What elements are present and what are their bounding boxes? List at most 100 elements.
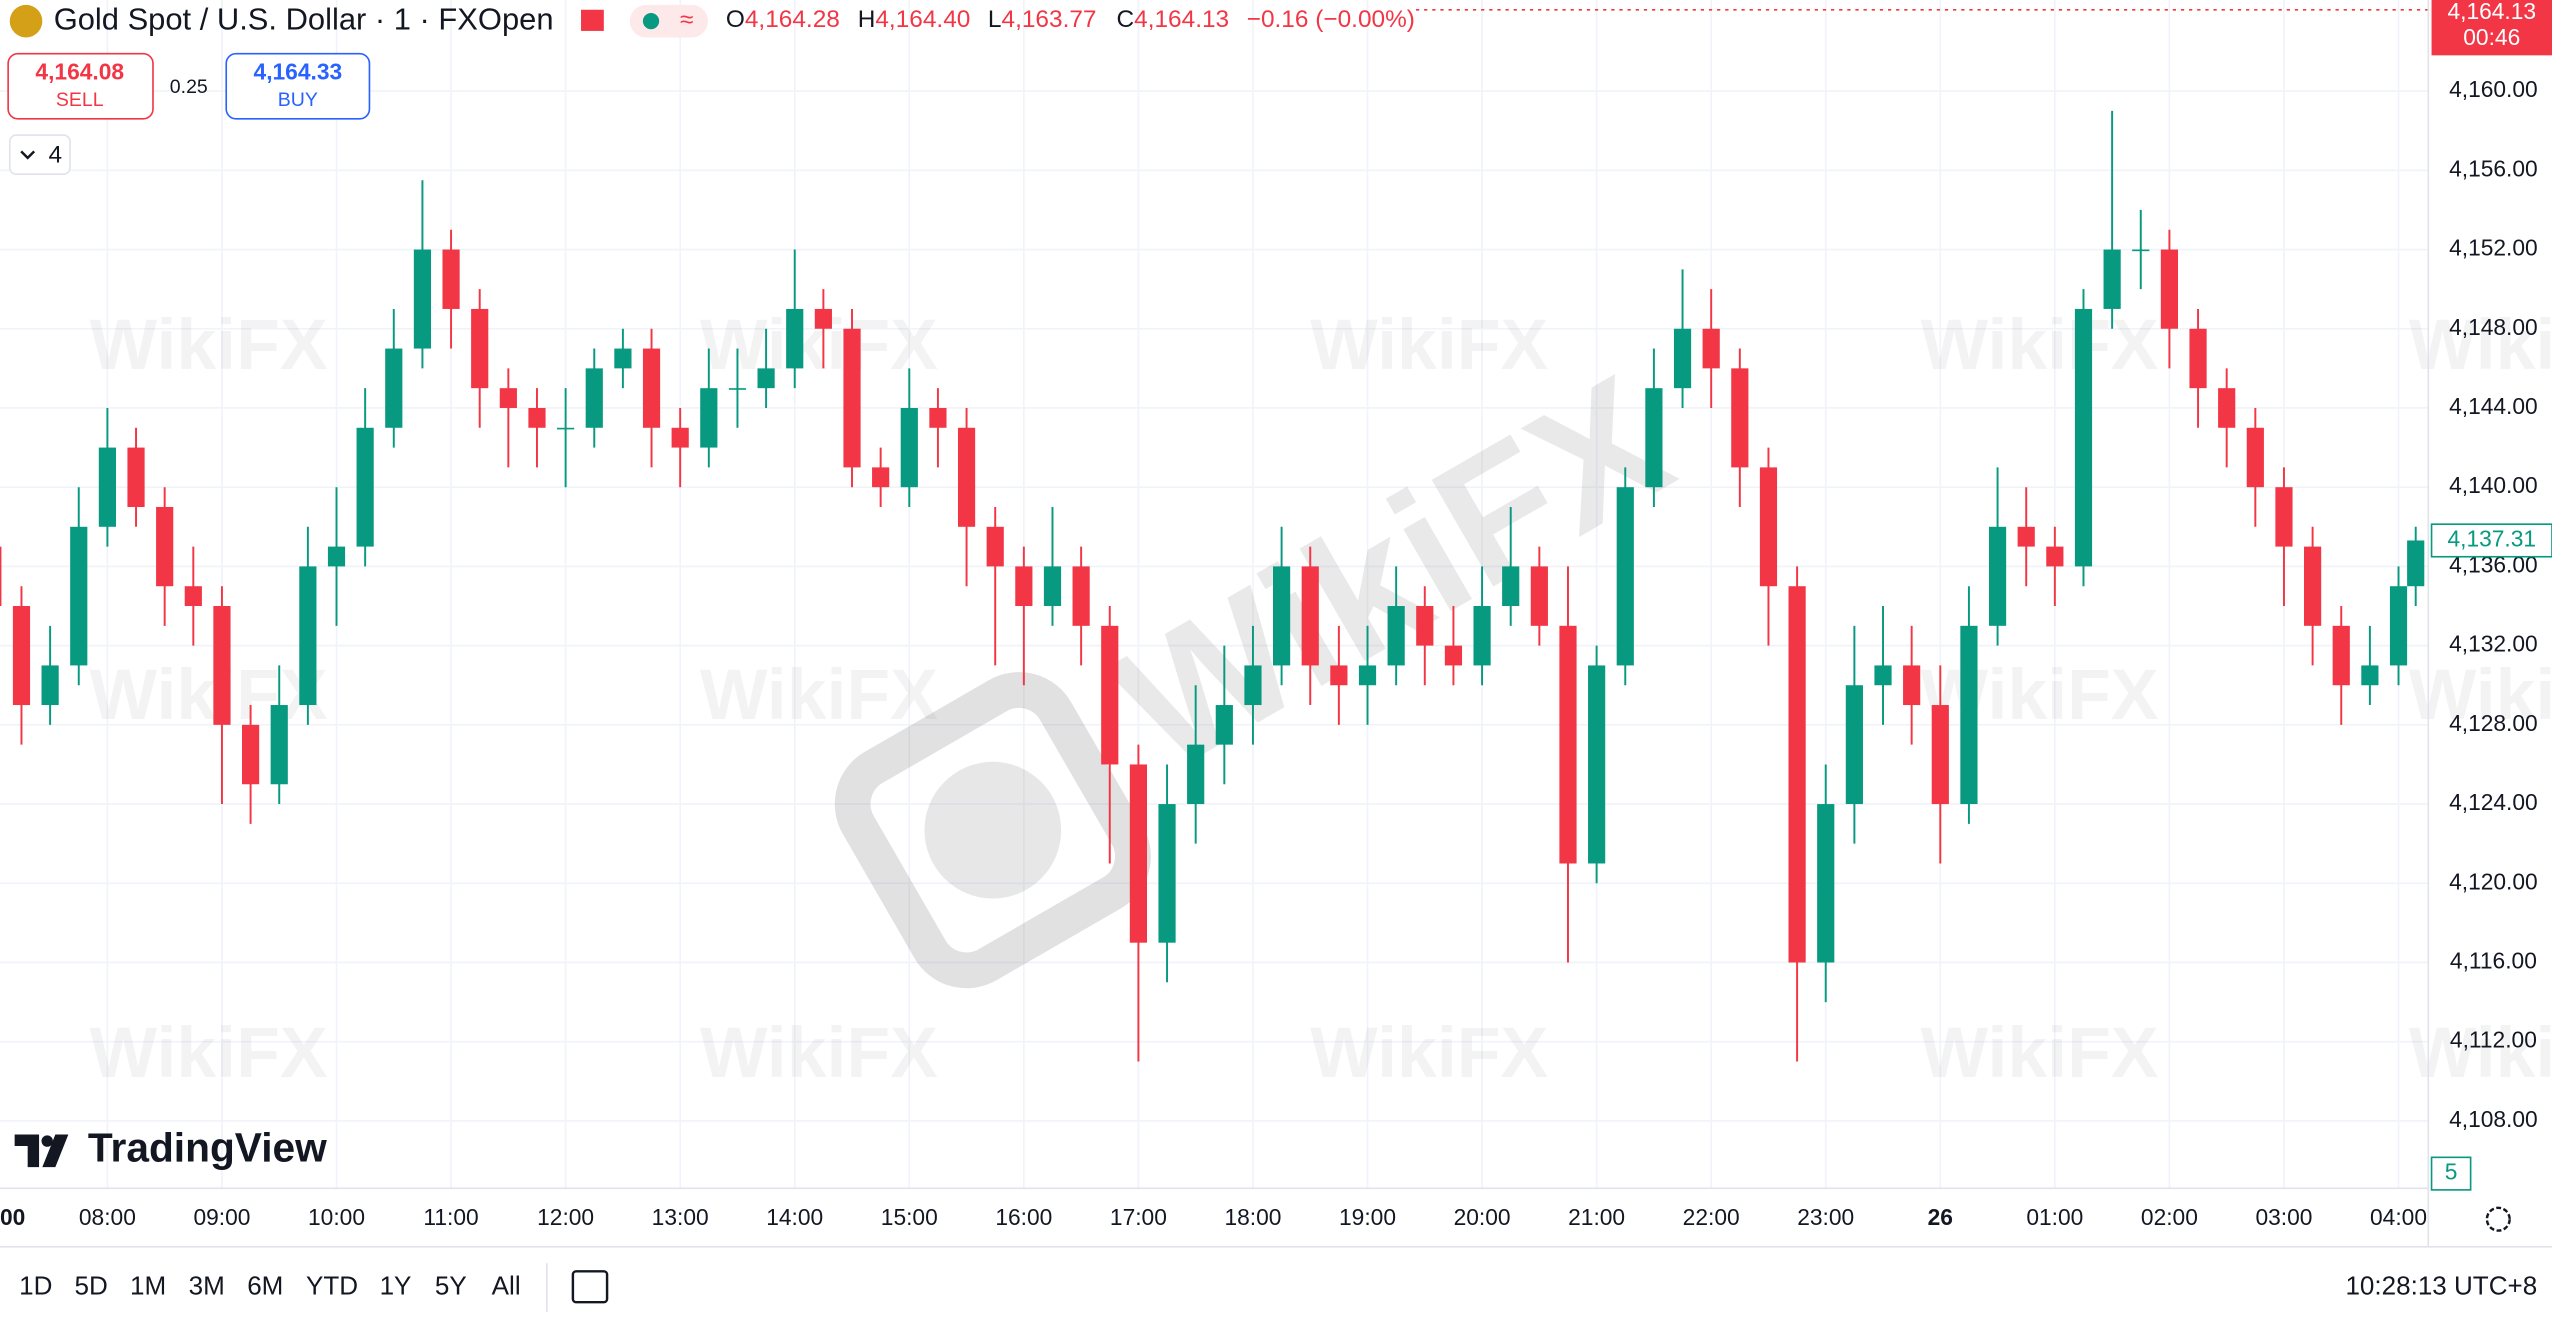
candle-body bbox=[1645, 388, 1663, 488]
flag-icon bbox=[581, 9, 604, 31]
ohlc-legend: O4,164.28 H4,164.40 L4,163.77 C4,164.13 … bbox=[726, 7, 1415, 34]
h-label: H bbox=[858, 7, 876, 34]
candle-body bbox=[1530, 566, 1548, 626]
price-tag bbox=[2431, 0, 2552, 56]
change: −0.16 (−0.00%) bbox=[1247, 7, 1415, 34]
range-button[interactable]: 5D bbox=[75, 1270, 108, 1300]
price-tag-countdown: 00:46 bbox=[2463, 24, 2520, 50]
candle-body bbox=[70, 526, 88, 666]
range-button[interactable]: 1D bbox=[19, 1270, 52, 1300]
candle-body bbox=[2160, 249, 2179, 329]
candle-body bbox=[2074, 308, 2093, 567]
candle-body bbox=[1759, 467, 1778, 587]
candle-body bbox=[1731, 368, 1749, 468]
buy-button[interactable] bbox=[225, 52, 371, 120]
time-axis: 00 08:00 09:00 10:00 11:00 12:00 13:00 14:00 15:… bbox=[0, 1204, 2427, 1230]
watermark: WikiFX bbox=[90, 655, 328, 735]
watermark: WikiFX bbox=[700, 655, 938, 735]
indicators-count: 4 bbox=[49, 142, 63, 169]
range-button[interactable]: 1M bbox=[130, 1270, 166, 1300]
candle-body bbox=[1559, 625, 1577, 864]
candle-body bbox=[2407, 540, 2425, 587]
watermark: WikiFX bbox=[2409, 1013, 2552, 1093]
candle-body bbox=[1330, 665, 1348, 686]
c-label: C bbox=[1117, 7, 1135, 34]
range-button[interactable]: All bbox=[492, 1270, 521, 1300]
volume-tag-value: 5 bbox=[2445, 1159, 2458, 1185]
candle-body bbox=[1931, 705, 1949, 805]
indicators-toggle[interactable] bbox=[8, 134, 71, 175]
h-value: 4,164.40 bbox=[875, 7, 970, 34]
l-label: L bbox=[988, 7, 1002, 34]
candle-body bbox=[1502, 566, 1520, 607]
range-button[interactable]: YTD bbox=[306, 1270, 358, 1300]
candle-body bbox=[1215, 705, 1233, 745]
y-tick-label: 4,128.00 bbox=[2449, 710, 2538, 736]
candle-body bbox=[299, 566, 317, 706]
candle-body bbox=[700, 388, 718, 448]
x-tick-label: 15:00 bbox=[881, 1204, 938, 1230]
chevron bbox=[20, 150, 36, 160]
x-tick-label: 01:00 bbox=[2026, 1204, 2083, 1230]
x-tick-label: 08:00 bbox=[79, 1204, 136, 1230]
last-price-label: 4,137.31 bbox=[2447, 525, 2536, 551]
candle-body bbox=[1101, 625, 1119, 765]
watermarks: WikiFX WikiFX WikiFX WikiFX WikiFX WikiFX Wik… bbox=[90, 305, 2552, 1093]
buy-price: 4,164.33 bbox=[254, 58, 343, 84]
date-range-icon[interactable] bbox=[571, 1270, 609, 1304]
buy-label: BUY bbox=[278, 89, 318, 111]
y-tick-label: 4,116.00 bbox=[2450, 948, 2537, 974]
watermark: WikiFX bbox=[1310, 305, 1548, 385]
candle-body bbox=[184, 586, 202, 607]
candle-body bbox=[2046, 546, 2064, 567]
candle-body bbox=[671, 427, 689, 448]
watermark: WikiFX bbox=[1921, 655, 2159, 735]
o-value: 4,164.28 bbox=[745, 7, 840, 34]
sell-label: SELL bbox=[56, 89, 104, 111]
candle-body bbox=[1158, 804, 1176, 943]
x-tick-label: 14:00 bbox=[766, 1204, 823, 1230]
candle-body bbox=[1960, 625, 1978, 805]
candle-body bbox=[2304, 546, 2322, 626]
y-tick-label: 4,140.00 bbox=[2449, 472, 2538, 498]
l-value: 4,163.77 bbox=[1002, 7, 1097, 34]
candle-body bbox=[642, 348, 661, 428]
symbol-title: Gold Spot / U.S. Dollar · 1 · FXOpen bbox=[54, 1, 554, 36]
candle-body bbox=[385, 348, 403, 428]
candle-body bbox=[1845, 685, 1863, 805]
logo-icon-dot bbox=[41, 1135, 53, 1147]
candle-body bbox=[814, 308, 832, 329]
candle-body bbox=[156, 506, 174, 587]
x-tick-label: 02:00 bbox=[2141, 1204, 2198, 1230]
candle-body bbox=[242, 724, 260, 785]
candle-body bbox=[728, 388, 747, 390]
x-tick-label: 21:00 bbox=[1568, 1204, 1625, 1230]
candle-body bbox=[557, 427, 575, 430]
candle-body bbox=[1874, 665, 1892, 686]
range-button[interactable]: 1Y bbox=[380, 1270, 412, 1300]
candle-body bbox=[41, 665, 59, 706]
candle-body bbox=[1817, 804, 1835, 963]
y-tick-label: 4,156.00 bbox=[2449, 155, 2538, 181]
range-button[interactable]: 3M bbox=[189, 1270, 225, 1300]
range-button[interactable]: 6M bbox=[247, 1270, 283, 1300]
candle-body bbox=[327, 546, 346, 567]
watermark: WikiFX bbox=[700, 1013, 938, 1093]
candle-body bbox=[12, 606, 31, 706]
candle-body bbox=[1129, 764, 1147, 943]
settings-icon[interactable] bbox=[2485, 1206, 2511, 1232]
x-tick-label: 11:00 bbox=[423, 1204, 478, 1230]
candle-body bbox=[1072, 566, 1090, 626]
candle-body bbox=[585, 368, 603, 428]
candle-body bbox=[900, 407, 918, 488]
y-tick-label: 4,120.00 bbox=[2449, 868, 2538, 894]
candle-body bbox=[413, 249, 432, 349]
candle-body bbox=[2389, 586, 2408, 666]
watermark-logo bbox=[834, 672, 1151, 989]
candle-body bbox=[1444, 645, 1463, 666]
candle-body bbox=[1616, 487, 1634, 666]
range-button[interactable]: 5Y bbox=[435, 1270, 467, 1300]
sell-button[interactable] bbox=[7, 52, 154, 120]
candle-body bbox=[2132, 249, 2150, 252]
